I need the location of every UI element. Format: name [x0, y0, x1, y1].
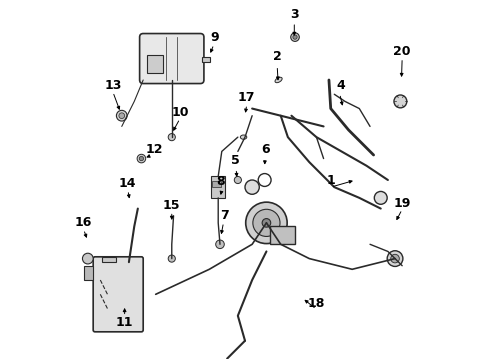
Text: 15: 15: [163, 198, 180, 212]
Text: 8: 8: [217, 175, 225, 188]
Circle shape: [374, 192, 387, 204]
Text: 18: 18: [308, 297, 325, 310]
Circle shape: [216, 240, 224, 249]
Text: 5: 5: [231, 154, 240, 167]
Circle shape: [387, 251, 403, 266]
Circle shape: [253, 209, 280, 237]
Circle shape: [245, 202, 287, 244]
FancyBboxPatch shape: [93, 257, 143, 332]
Text: 13: 13: [104, 79, 122, 92]
Text: 14: 14: [119, 177, 136, 190]
Text: 7: 7: [220, 209, 229, 222]
Text: 10: 10: [172, 105, 190, 119]
Text: 17: 17: [238, 91, 256, 104]
Circle shape: [139, 157, 144, 161]
Text: 4: 4: [336, 79, 345, 92]
Text: 2: 2: [273, 50, 282, 63]
Circle shape: [293, 35, 297, 39]
Circle shape: [245, 180, 259, 194]
Bar: [202, 57, 210, 62]
Bar: [270, 226, 295, 244]
Text: 12: 12: [145, 143, 163, 156]
Circle shape: [291, 33, 299, 41]
Text: 3: 3: [290, 9, 298, 22]
Circle shape: [117, 111, 127, 121]
Bar: [84, 266, 93, 280]
Circle shape: [168, 255, 175, 262]
Circle shape: [82, 253, 93, 264]
Circle shape: [119, 113, 124, 118]
Text: 16: 16: [75, 216, 92, 229]
Circle shape: [262, 219, 270, 227]
Text: 6: 6: [261, 143, 270, 156]
Text: 9: 9: [210, 31, 219, 44]
Circle shape: [168, 134, 175, 141]
Circle shape: [394, 95, 407, 108]
Text: 1: 1: [326, 174, 335, 186]
Bar: [212, 181, 221, 187]
FancyBboxPatch shape: [140, 33, 204, 84]
Bar: [102, 257, 117, 262]
Text: 19: 19: [393, 197, 411, 210]
Ellipse shape: [241, 135, 247, 139]
Bar: [147, 55, 163, 73]
Text: 11: 11: [116, 316, 133, 329]
Bar: [211, 176, 225, 198]
Circle shape: [137, 154, 146, 163]
Text: 20: 20: [393, 45, 411, 58]
Circle shape: [391, 254, 399, 263]
Circle shape: [234, 176, 242, 184]
Ellipse shape: [275, 77, 282, 83]
